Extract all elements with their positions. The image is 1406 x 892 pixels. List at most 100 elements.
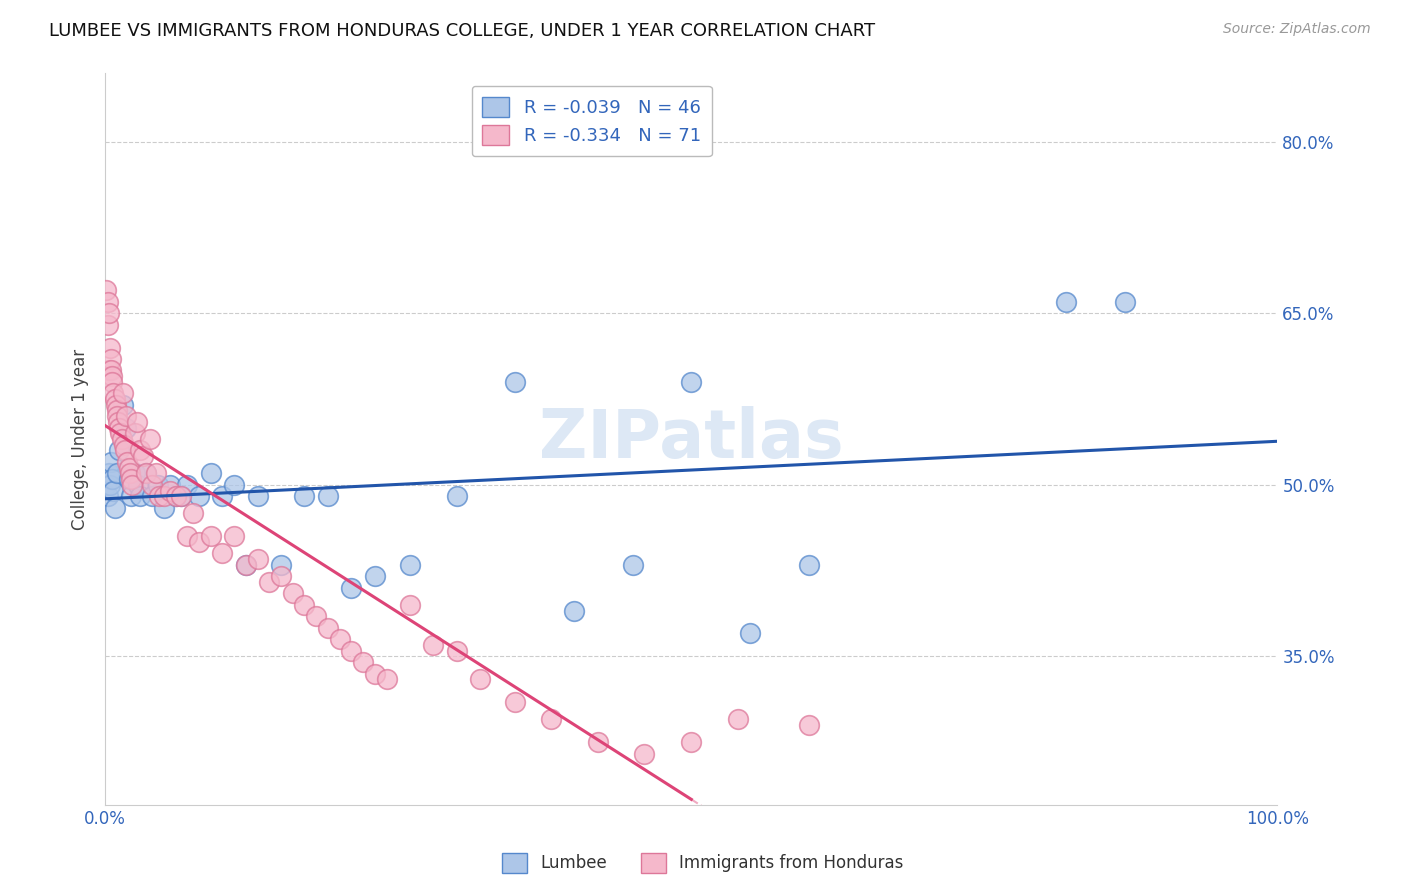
Point [211, 489, 233, 503]
Point [165, 489, 187, 503]
Point [364, 569, 387, 583]
Point [118, 460, 141, 475]
Text: ZIPatlas: ZIPatlas [538, 406, 844, 472]
Legend: R = -0.039   N = 46, R = -0.334   N = 71: R = -0.039 N = 46, R = -0.334 N = 71 [471, 86, 711, 156]
Point [115, 409, 138, 424]
Point [1054, 294, 1077, 309]
Point [294, 598, 316, 612]
Point [100, 455, 122, 469]
Point [118, 472, 141, 486]
Point [115, 420, 138, 434]
Point [470, 672, 492, 686]
Point [246, 489, 269, 503]
Point [124, 426, 146, 441]
Point [114, 443, 136, 458]
Point [340, 581, 363, 595]
Point [100, 351, 122, 366]
Text: LUMBEE VS IMMIGRANTS FROM HONDURAS COLLEGE, UNDER 1 YEAR CORRELATION CHART: LUMBEE VS IMMIGRANTS FROM HONDURAS COLLE… [49, 22, 876, 40]
Point [146, 477, 169, 491]
Point [108, 443, 131, 458]
Point [98, 477, 121, 491]
Point [111, 386, 134, 401]
Point [246, 552, 269, 566]
Point [103, 386, 125, 401]
Point [145, 467, 167, 481]
Point [562, 604, 585, 618]
Point [118, 467, 141, 481]
Point [101, 472, 124, 486]
Point [121, 477, 143, 491]
Point [104, 392, 127, 406]
Point [105, 403, 128, 417]
Point [211, 546, 233, 560]
Point [135, 467, 157, 481]
Text: Source: ZipAtlas.com: Source: ZipAtlas.com [1223, 22, 1371, 37]
Point [200, 467, 222, 481]
Point [176, 477, 198, 491]
Point [127, 477, 149, 491]
Point [135, 467, 157, 481]
Point [681, 735, 703, 749]
Point [103, 483, 125, 498]
Point [446, 489, 468, 503]
Point [170, 489, 193, 503]
Point [352, 655, 374, 669]
Point [153, 500, 176, 515]
Point [96, 294, 118, 309]
Point [110, 426, 132, 441]
Point [132, 449, 155, 463]
Point [139, 432, 162, 446]
Point [399, 598, 422, 612]
Point [399, 558, 422, 572]
Point [120, 472, 142, 486]
Point [797, 558, 820, 572]
Point [1114, 294, 1136, 309]
Point [97, 467, 120, 481]
Point [329, 632, 352, 647]
Point [316, 489, 339, 503]
Point [224, 529, 246, 543]
Point [108, 420, 131, 434]
Point [305, 609, 328, 624]
Point [148, 489, 170, 503]
Point [170, 489, 193, 503]
Point [797, 718, 820, 732]
Point [97, 306, 120, 320]
Point [98, 341, 121, 355]
Point [101, 375, 124, 389]
Y-axis label: College, Under 1 year: College, Under 1 year [72, 349, 89, 530]
Point [270, 558, 292, 572]
Point [621, 558, 644, 572]
Point [270, 569, 292, 583]
Point [681, 375, 703, 389]
Legend: Lumbee, Immigrants from Honduras: Lumbee, Immigrants from Honduras [496, 847, 910, 880]
Point [259, 574, 281, 589]
Point [159, 483, 181, 498]
Point [125, 415, 148, 429]
Point [505, 375, 527, 389]
Point [153, 489, 176, 503]
Point [200, 529, 222, 543]
Point [281, 586, 304, 600]
Point [129, 489, 152, 503]
Point [738, 626, 761, 640]
Point [141, 489, 163, 503]
Point [129, 443, 152, 458]
Point [104, 398, 127, 412]
Point [101, 369, 124, 384]
Point [364, 666, 387, 681]
Point [97, 363, 120, 377]
Point [96, 489, 118, 503]
Point [111, 432, 134, 446]
Point [105, 409, 128, 424]
Point [224, 477, 246, 491]
Point [294, 489, 316, 503]
Point [446, 643, 468, 657]
Point [96, 283, 118, 297]
Point [633, 747, 655, 761]
Point [111, 398, 134, 412]
Point [105, 467, 128, 481]
Point [120, 489, 142, 503]
Point [159, 477, 181, 491]
Point [422, 638, 444, 652]
